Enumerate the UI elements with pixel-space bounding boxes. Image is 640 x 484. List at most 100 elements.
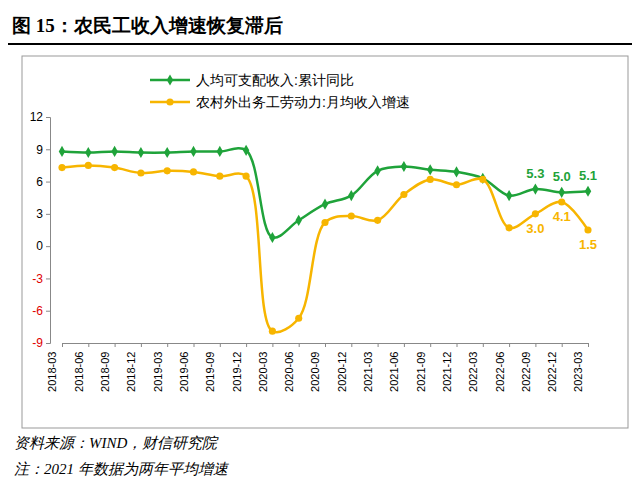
x-tick-mark bbox=[246, 343, 247, 347]
x-tick-mark bbox=[272, 343, 273, 347]
x-tick: 2019-09 bbox=[204, 343, 220, 392]
x-tick-label: 2019-03 bbox=[152, 352, 164, 392]
x-tick-label: 2022-12 bbox=[546, 352, 558, 392]
x-tick-label: 2022-06 bbox=[494, 352, 506, 392]
series-marker bbox=[243, 173, 250, 180]
x-tick-label: 2019-06 bbox=[178, 352, 190, 392]
data-label: 1.5 bbox=[579, 237, 597, 252]
y-tick: 6 bbox=[36, 175, 50, 189]
series-line bbox=[62, 148, 588, 238]
series-marker bbox=[322, 199, 328, 210]
chart: 图 15：农民工收入增速恢复滞后-9-6-30369122018-032018-… bbox=[0, 0, 640, 484]
legend-marker bbox=[166, 98, 173, 105]
x-tick: 2021-03 bbox=[362, 343, 378, 392]
x-tick: 2020-03 bbox=[257, 343, 273, 392]
y-tick: -9 bbox=[32, 336, 50, 350]
legend-label: 人均可支配收入:累计同比 bbox=[196, 72, 354, 88]
x-tick: 2019-06 bbox=[178, 343, 194, 392]
series-marker bbox=[321, 219, 328, 226]
y-tick-mark bbox=[46, 149, 50, 150]
x-tick-label: 2019-09 bbox=[204, 352, 216, 392]
legend-marker bbox=[167, 74, 173, 85]
x-tick-label: 2022-03 bbox=[467, 352, 479, 392]
y-axis: -9 -6 -3 0 3 6 9 12 bbox=[30, 110, 51, 350]
x-tick-label: 2018-03 bbox=[46, 352, 58, 392]
series-marker bbox=[585, 186, 591, 197]
series-marker bbox=[137, 169, 144, 176]
y-tick: -3 bbox=[32, 272, 50, 286]
x-tick-label: 2021-03 bbox=[362, 352, 374, 392]
x-tick: 2018-09 bbox=[99, 343, 115, 392]
series-marker bbox=[111, 164, 118, 171]
x-tick-mark bbox=[404, 343, 405, 347]
series-marker bbox=[85, 147, 91, 158]
y-tick-mark bbox=[46, 311, 50, 312]
x-tick: 2020-12 bbox=[336, 343, 352, 392]
x-tick-mark bbox=[535, 343, 536, 347]
series-marker bbox=[59, 146, 65, 157]
x-axis-line bbox=[63, 344, 589, 348]
series-marker bbox=[164, 147, 170, 158]
x-tick: 2021-09 bbox=[415, 343, 431, 392]
x-tick: 2018-06 bbox=[73, 343, 89, 392]
x-tick-mark bbox=[483, 343, 484, 347]
series-marker bbox=[506, 190, 512, 201]
y-tick-label: -9 bbox=[32, 336, 43, 350]
x-tick-mark bbox=[167, 343, 168, 347]
x-tick-mark bbox=[430, 343, 431, 347]
x-tick-label: 2021-06 bbox=[388, 352, 400, 392]
x-tick-mark bbox=[509, 343, 510, 347]
note: 注：2021 年数据为两年平均增速 bbox=[14, 461, 230, 477]
source: 资料来源：WIND，财信研究院 bbox=[14, 435, 219, 451]
x-tick: 2020-09 bbox=[309, 343, 325, 392]
x-tick-mark bbox=[351, 343, 352, 347]
series-marker bbox=[295, 215, 301, 226]
x-axis: 2018-03 2018-06 2018-09 2018-12 2019-03 2019-… bbox=[46, 343, 588, 392]
y-tick-label: -3 bbox=[32, 272, 43, 286]
y-tick-mark bbox=[46, 278, 50, 279]
series-marker bbox=[453, 166, 459, 177]
x-tick: 2022-03 bbox=[467, 343, 483, 392]
y-tick-label: 12 bbox=[30, 110, 44, 124]
series-marker bbox=[217, 146, 223, 157]
x-tick-mark bbox=[62, 343, 63, 347]
series-marker bbox=[216, 173, 223, 180]
series-marker bbox=[558, 198, 565, 205]
x-tick-label: 2018-12 bbox=[125, 352, 137, 392]
series-marker bbox=[584, 226, 591, 233]
x-tick-mark bbox=[194, 343, 195, 347]
x-tick-label: 2021-09 bbox=[415, 352, 427, 392]
legend: 人均可支配收入:累计同比农村外出务工劳动力:月均收入增速 bbox=[150, 72, 410, 110]
series-marker bbox=[295, 315, 302, 322]
x-tick-label: 2022-09 bbox=[520, 352, 532, 392]
data-label: 5.0 bbox=[553, 169, 571, 184]
y-tick-mark bbox=[46, 246, 50, 247]
x-tick-label: 2020-03 bbox=[257, 352, 269, 392]
x-tick: 2018-03 bbox=[46, 343, 62, 392]
series-marker bbox=[348, 190, 354, 201]
series-marker bbox=[401, 161, 407, 172]
y-tick-label: 6 bbox=[36, 175, 43, 189]
y-tick: 0 bbox=[36, 239, 50, 253]
y-tick: 12 bbox=[30, 110, 50, 124]
series-marker bbox=[190, 168, 197, 175]
x-tick-label: 2018-06 bbox=[73, 352, 85, 392]
y-tick-label: 3 bbox=[36, 207, 43, 221]
series-marker bbox=[427, 176, 434, 183]
legend-label: 农村外出务工劳动力:月均收入增速 bbox=[196, 94, 410, 110]
x-tick-mark bbox=[299, 343, 300, 347]
series-marker bbox=[164, 167, 171, 174]
x-tick: 2022-06 bbox=[494, 343, 510, 392]
series-marker bbox=[453, 181, 460, 188]
series-marker bbox=[111, 146, 117, 157]
series-marker bbox=[374, 217, 381, 224]
series-marker bbox=[138, 147, 144, 158]
y-tick-mark bbox=[46, 343, 50, 344]
plot-area bbox=[58, 145, 591, 335]
x-tick-label: 2020-06 bbox=[283, 352, 295, 392]
y-tick-label: 9 bbox=[36, 143, 43, 157]
series-marker bbox=[348, 212, 355, 219]
series-marker bbox=[558, 187, 564, 198]
y-tick-label: -6 bbox=[32, 304, 43, 318]
x-tick-mark bbox=[325, 343, 326, 347]
